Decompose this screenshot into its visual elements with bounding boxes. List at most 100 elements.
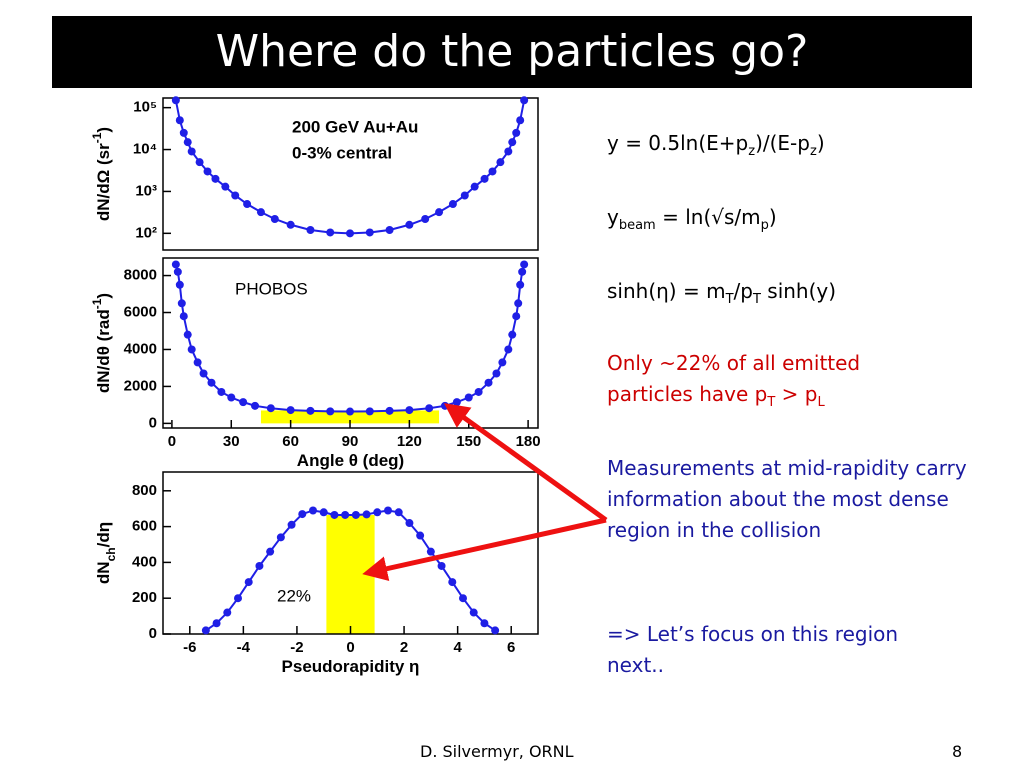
- data-point: [512, 312, 521, 321]
- label-part: Pseudorapidity η: [282, 657, 420, 676]
- data-point: [256, 208, 265, 217]
- label-part: -1: [90, 298, 104, 309]
- data-point: [365, 228, 374, 237]
- x-tick-label: 60: [282, 433, 299, 450]
- data-point: [173, 267, 182, 276]
- note: y = 0.5ln(E+pz)/(E-pz): [607, 131, 825, 159]
- data-point: [193, 358, 202, 367]
- arrow: [362, 517, 607, 581]
- y-tick-label: 10⁴: [133, 141, 157, 158]
- y-tick-label: 0: [149, 414, 157, 431]
- data-point: [234, 594, 242, 603]
- data-point: [251, 401, 260, 410]
- y-tick-label: 10³: [135, 182, 157, 199]
- data-point: [199, 369, 208, 378]
- data-point: [394, 508, 403, 517]
- note: ybeam = ln(√s/mp): [607, 205, 777, 233]
- y-axis-label: dNch/dη: [94, 522, 118, 584]
- data-point: [405, 220, 414, 229]
- data-point: [504, 147, 513, 156]
- label-part: ch: [104, 547, 118, 561]
- data-point: [464, 393, 473, 402]
- data-point: [480, 619, 489, 628]
- label-part: -1: [90, 132, 104, 143]
- data-point: [426, 547, 435, 556]
- data-point: [179, 128, 188, 137]
- label-part: dN/dθ (rad: [94, 309, 113, 393]
- data-point: [211, 174, 220, 183]
- data-point: [183, 138, 192, 147]
- highlight-band: [326, 514, 375, 634]
- y-tick-label: 10⁵: [133, 99, 157, 116]
- annotation: 22%: [277, 586, 311, 605]
- data-point: [405, 406, 414, 415]
- data-point: [421, 214, 430, 223]
- data-point: [330, 510, 339, 519]
- y-tick-label: 200: [132, 589, 157, 606]
- data-point: [488, 167, 497, 176]
- y-tick-label: 6000: [124, 303, 157, 320]
- x-tick-label: 2: [400, 639, 408, 656]
- x-tick-label: 0: [168, 433, 176, 450]
- y-axis-label: dN/dθ (rad-1): [90, 293, 113, 393]
- data-point: [452, 398, 461, 407]
- data-point: [516, 116, 525, 125]
- data-point: [266, 547, 275, 556]
- x-tick-label: 30: [223, 433, 240, 450]
- data-point: [440, 401, 449, 410]
- note: => Let’s focus on this region next..: [607, 622, 899, 677]
- data-line: [174, 264, 526, 413]
- data-point: [504, 345, 513, 354]
- data-point: [306, 226, 315, 235]
- x-tick-label: 150: [456, 433, 481, 450]
- data-point: [212, 619, 221, 628]
- data-point: [498, 358, 507, 367]
- data-point: [270, 214, 279, 223]
- data-point: [516, 280, 525, 289]
- data-point: [221, 182, 230, 191]
- x-tick-label: 120: [397, 433, 422, 450]
- data-point: [474, 387, 483, 396]
- data-point: [385, 226, 394, 235]
- data-point: [437, 561, 446, 570]
- data-point: [520, 96, 529, 105]
- y-tick-label: 0: [149, 625, 157, 642]
- data-point: [217, 387, 226, 396]
- y-tick-label: 4000: [124, 340, 157, 357]
- footer-author: D. Silvermyr, ORNL: [420, 742, 574, 761]
- x-tick-label: 4: [453, 639, 462, 656]
- data-point: [365, 407, 374, 416]
- y-axis-label: dN/dΩ (sr-1): [90, 127, 113, 221]
- data-point: [177, 299, 186, 308]
- data-point: [448, 578, 457, 587]
- label-part: ): [94, 293, 113, 299]
- note: sinh(η) = mT/pT sinh(y): [607, 279, 837, 307]
- data-point: [512, 128, 521, 137]
- data-point: [287, 520, 296, 529]
- y-tick-label: 8000: [124, 267, 157, 284]
- data-point: [508, 138, 517, 147]
- y-tick-label: 800: [132, 482, 157, 499]
- data-point: [514, 299, 523, 308]
- data-point: [255, 561, 264, 570]
- data-point: [175, 280, 184, 289]
- data-point: [187, 345, 196, 354]
- data-point: [298, 510, 307, 519]
- slide-title: Where do the particles go?: [216, 26, 809, 77]
- data-point: [309, 506, 317, 515]
- data-point: [227, 393, 236, 402]
- title-bar: [52, 16, 972, 88]
- data-point: [171, 260, 180, 269]
- data-point: [341, 510, 350, 519]
- data-point: [385, 406, 394, 415]
- annotation: 0-3% central: [292, 143, 392, 162]
- plot-frame: [162, 97, 539, 251]
- data-point: [469, 608, 478, 617]
- data-point: [179, 312, 188, 321]
- data-point: [195, 158, 204, 167]
- x-tick-label: 180: [516, 433, 541, 450]
- note: Measurements at mid-rapidity carry infor…: [607, 456, 967, 542]
- data-point: [203, 167, 212, 176]
- page-number: 8: [952, 742, 963, 761]
